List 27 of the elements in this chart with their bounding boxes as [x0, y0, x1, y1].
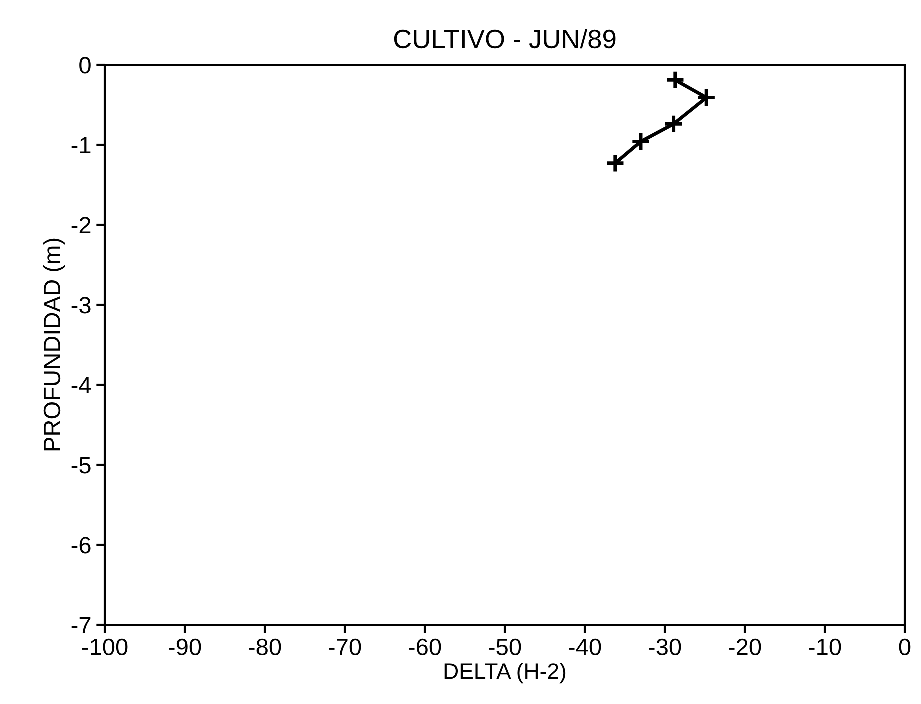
y-tick-label: 0 — [80, 57, 91, 74]
x-tick-label: -100 — [82, 638, 128, 656]
y-tick-label: -2 — [72, 217, 91, 234]
point — [664, 114, 684, 134]
x-tick-label: -40 — [568, 638, 602, 656]
x-tick-label: -20 — [728, 638, 762, 656]
y-tick-label: -4 — [72, 377, 92, 394]
x-tick-label: -30 — [648, 638, 682, 656]
chart-title: CULTIVO - JUN/89 — [394, 29, 616, 49]
x-tick-label: -50 — [488, 638, 522, 656]
x-tick-label: 0 — [899, 638, 911, 656]
y-tick-label: -3 — [72, 297, 91, 314]
x-tick-label: -70 — [328, 638, 362, 656]
x-axis-title: DELTA (H-2) — [444, 662, 566, 684]
x-tick-label: -10 — [808, 638, 842, 656]
point — [605, 153, 626, 174]
x-tick-label: -80 — [248, 638, 282, 656]
x-tick-label: -90 — [168, 638, 202, 656]
y-tick-label: -6 — [72, 537, 91, 554]
y-tick-label: -1 — [72, 137, 91, 154]
y-tick-label: -7 — [72, 617, 91, 634]
x-tick-label: -60 — [408, 638, 442, 656]
point — [696, 88, 717, 108]
y-tick-label: -5 — [72, 457, 91, 474]
point — [665, 70, 686, 90]
y-axis-title: PROFUNDIDAD (m) — [43, 238, 66, 451]
point — [630, 132, 652, 152]
